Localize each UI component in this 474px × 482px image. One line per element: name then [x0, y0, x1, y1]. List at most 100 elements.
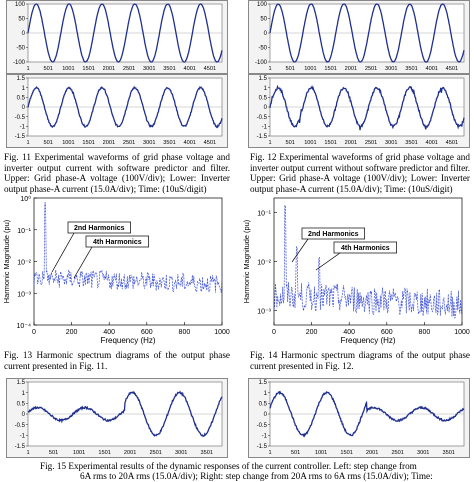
y-tick-label: 0 [22, 31, 26, 37]
x-tick-label: 2501 [391, 450, 403, 456]
fig14-caption: Fig. 14 Harmonic spectrum diagrams of th… [250, 350, 470, 371]
x-tick-label: 1 [268, 66, 271, 72]
y-tick-label: 10⁻¹ [257, 211, 271, 218]
y-tick-label: -1 [20, 434, 26, 440]
y-tick-label: 10⁰ [20, 195, 31, 203]
y-tick-label: 10⁻² [17, 260, 31, 267]
x-tick-label: 1501 [340, 450, 352, 456]
x-tick-label: 600 [141, 329, 153, 336]
x-tick-label: 3501 [163, 66, 175, 72]
fig14-spectrum-plot: 10⁻¹ 10⁻² 10⁻³ 0 200 400 600 800 1000 Frequency (… [242, 197, 470, 345]
y-tick-label: 0 [264, 105, 268, 111]
x-tick-label: 3001 [143, 66, 155, 72]
fig12-caption: Fig. 12 Experimental waveforms of grid p… [250, 152, 470, 194]
x-tick-label: 2001 [103, 140, 115, 146]
x-tick-label: 1 [26, 450, 29, 456]
y-tick-label: -100 [13, 60, 26, 66]
x-tick-label: 501 [291, 450, 300, 456]
x-tick-label: 3501 [405, 66, 417, 72]
fig15-caption-line2: 6A rms to 20A rms (15.0A/div); Right: st… [80, 471, 433, 481]
x-tick-label: 2501 [149, 450, 161, 456]
y-tick-label: 1 [264, 391, 268, 397]
x-tick-label: 3001 [385, 66, 397, 72]
y-tick-label: 100 [15, 2, 26, 8]
y-tick-label: -1.5 [15, 444, 26, 450]
annotation-4th-box [85, 235, 149, 248]
x-axis-label: Frequency (Hz) [340, 336, 395, 345]
y-tick-label: 0 [22, 105, 26, 111]
x-tick-label: 1501 [98, 450, 110, 456]
x-tick-label: 200 [306, 329, 318, 336]
y-tick-label: 0 [22, 412, 26, 418]
waveform-line [27, 3, 223, 63]
x-tick-label: 0 [272, 329, 276, 336]
y-tick-label: -1.5 [15, 134, 26, 140]
x-tick-label: 200 [66, 329, 78, 336]
y-tick-label: 1 [264, 86, 268, 92]
x-tick-label: 501 [44, 66, 53, 72]
y-tick-label: 50 [18, 17, 25, 23]
x-tick-label: 1001 [62, 140, 74, 146]
x-tick-label: 1001 [73, 450, 85, 456]
annotation-2nd-label: 2nd Harmonics [74, 225, 125, 232]
waveform-line [27, 390, 223, 438]
fig15-caption-line1: Fig. 15 Experimental results of the dyna… [40, 461, 417, 471]
y-tick-label: -0.5 [257, 423, 268, 429]
annotation-4th-arrow [315, 252, 341, 271]
spectrum-line [33, 202, 223, 293]
x-tick-label: 1 [268, 140, 271, 146]
y-tick-label: 1.5 [259, 380, 268, 386]
x-tick-label: 600 [381, 329, 393, 336]
x-tick-label: 4501 [446, 140, 458, 146]
waveform-line [269, 390, 465, 438]
x-tick-label: 1000 [454, 329, 470, 336]
x-tick-label: 1000 [214, 329, 230, 336]
x-tick-label: 1 [268, 450, 271, 456]
x-tick-label: 1001 [304, 66, 316, 72]
fig12-current-plot: 1.510.50-0.5-1-1.51 501 1001 1501 2001 2501 30… [248, 74, 470, 148]
y-tick-label: 0.5 [259, 96, 268, 102]
fig15-left-plot: 1.510.50-0.5-1-1.51 501 1001 1501 2001 2501 30… [6, 378, 228, 458]
x-tick-label: 2501 [365, 140, 377, 146]
x-tick-label: 800 [419, 329, 431, 336]
y-tick-label: 1.5 [259, 76, 268, 82]
annotation-2nd-arrow [291, 238, 309, 263]
y-tick-label: 10⁻¹ [17, 228, 31, 235]
y-tick-label: 50 [260, 17, 267, 23]
plot-area [273, 197, 463, 326]
x-tick-label: 800 [179, 329, 191, 336]
waveform-line [269, 84, 465, 131]
fig15-right-plot: 1.510.50-0.5-1-1.51 501 1001 1501 2001 2501 30… [248, 378, 470, 458]
annotation-4th-box [333, 241, 397, 254]
x-tick-label: 1001 [62, 66, 74, 72]
x-tick-label: 4001 [425, 66, 437, 72]
x-tick-label: 2001 [345, 66, 357, 72]
x-tick-label: 4001 [183, 66, 195, 72]
y-axis-label: Harmonic Magnitude (pu) [2, 220, 11, 303]
y-tick-label: -1 [262, 125, 268, 131]
x-tick-label: 501 [286, 66, 295, 72]
x-tick-label: 0 [32, 329, 36, 336]
x-tick-label: 3001 [385, 140, 397, 146]
x-tick-label: 3501 [443, 450, 455, 456]
x-tick-label: 1001 [315, 450, 327, 456]
x-axis-label: Frequency (Hz) [100, 336, 155, 345]
y-tick-label: 0 [264, 412, 268, 418]
x-tick-label: 4001 [183, 140, 195, 146]
fig13-spectrum-plot: 10⁰ 10⁻¹ 10⁻² 10⁻³ 10⁻⁴0 200 400 600 800 1000 Freq… [2, 195, 230, 345]
x-tick-label: 1 [26, 66, 29, 72]
x-tick-label: 2001 [124, 450, 136, 456]
x-tick-label: 2501 [123, 66, 135, 72]
y-axis-label: Harmonic Magnitude (pu) [242, 220, 251, 303]
x-tick-label: 4001 [425, 140, 437, 146]
x-tick-label: 1001 [304, 140, 316, 146]
x-tick-label: 3501 [201, 450, 213, 456]
x-tick-label: 1501 [324, 140, 336, 146]
y-tick-label: 0.5 [17, 402, 26, 408]
annotation-2nd-arrow [51, 232, 75, 273]
annotation-4th-label: 4th Harmonics [341, 245, 390, 252]
x-tick-label: 1501 [82, 140, 94, 146]
y-tick-label: -0.5 [15, 115, 26, 121]
x-tick-label: 1 [26, 140, 29, 146]
x-tick-label: 4501 [446, 66, 458, 72]
